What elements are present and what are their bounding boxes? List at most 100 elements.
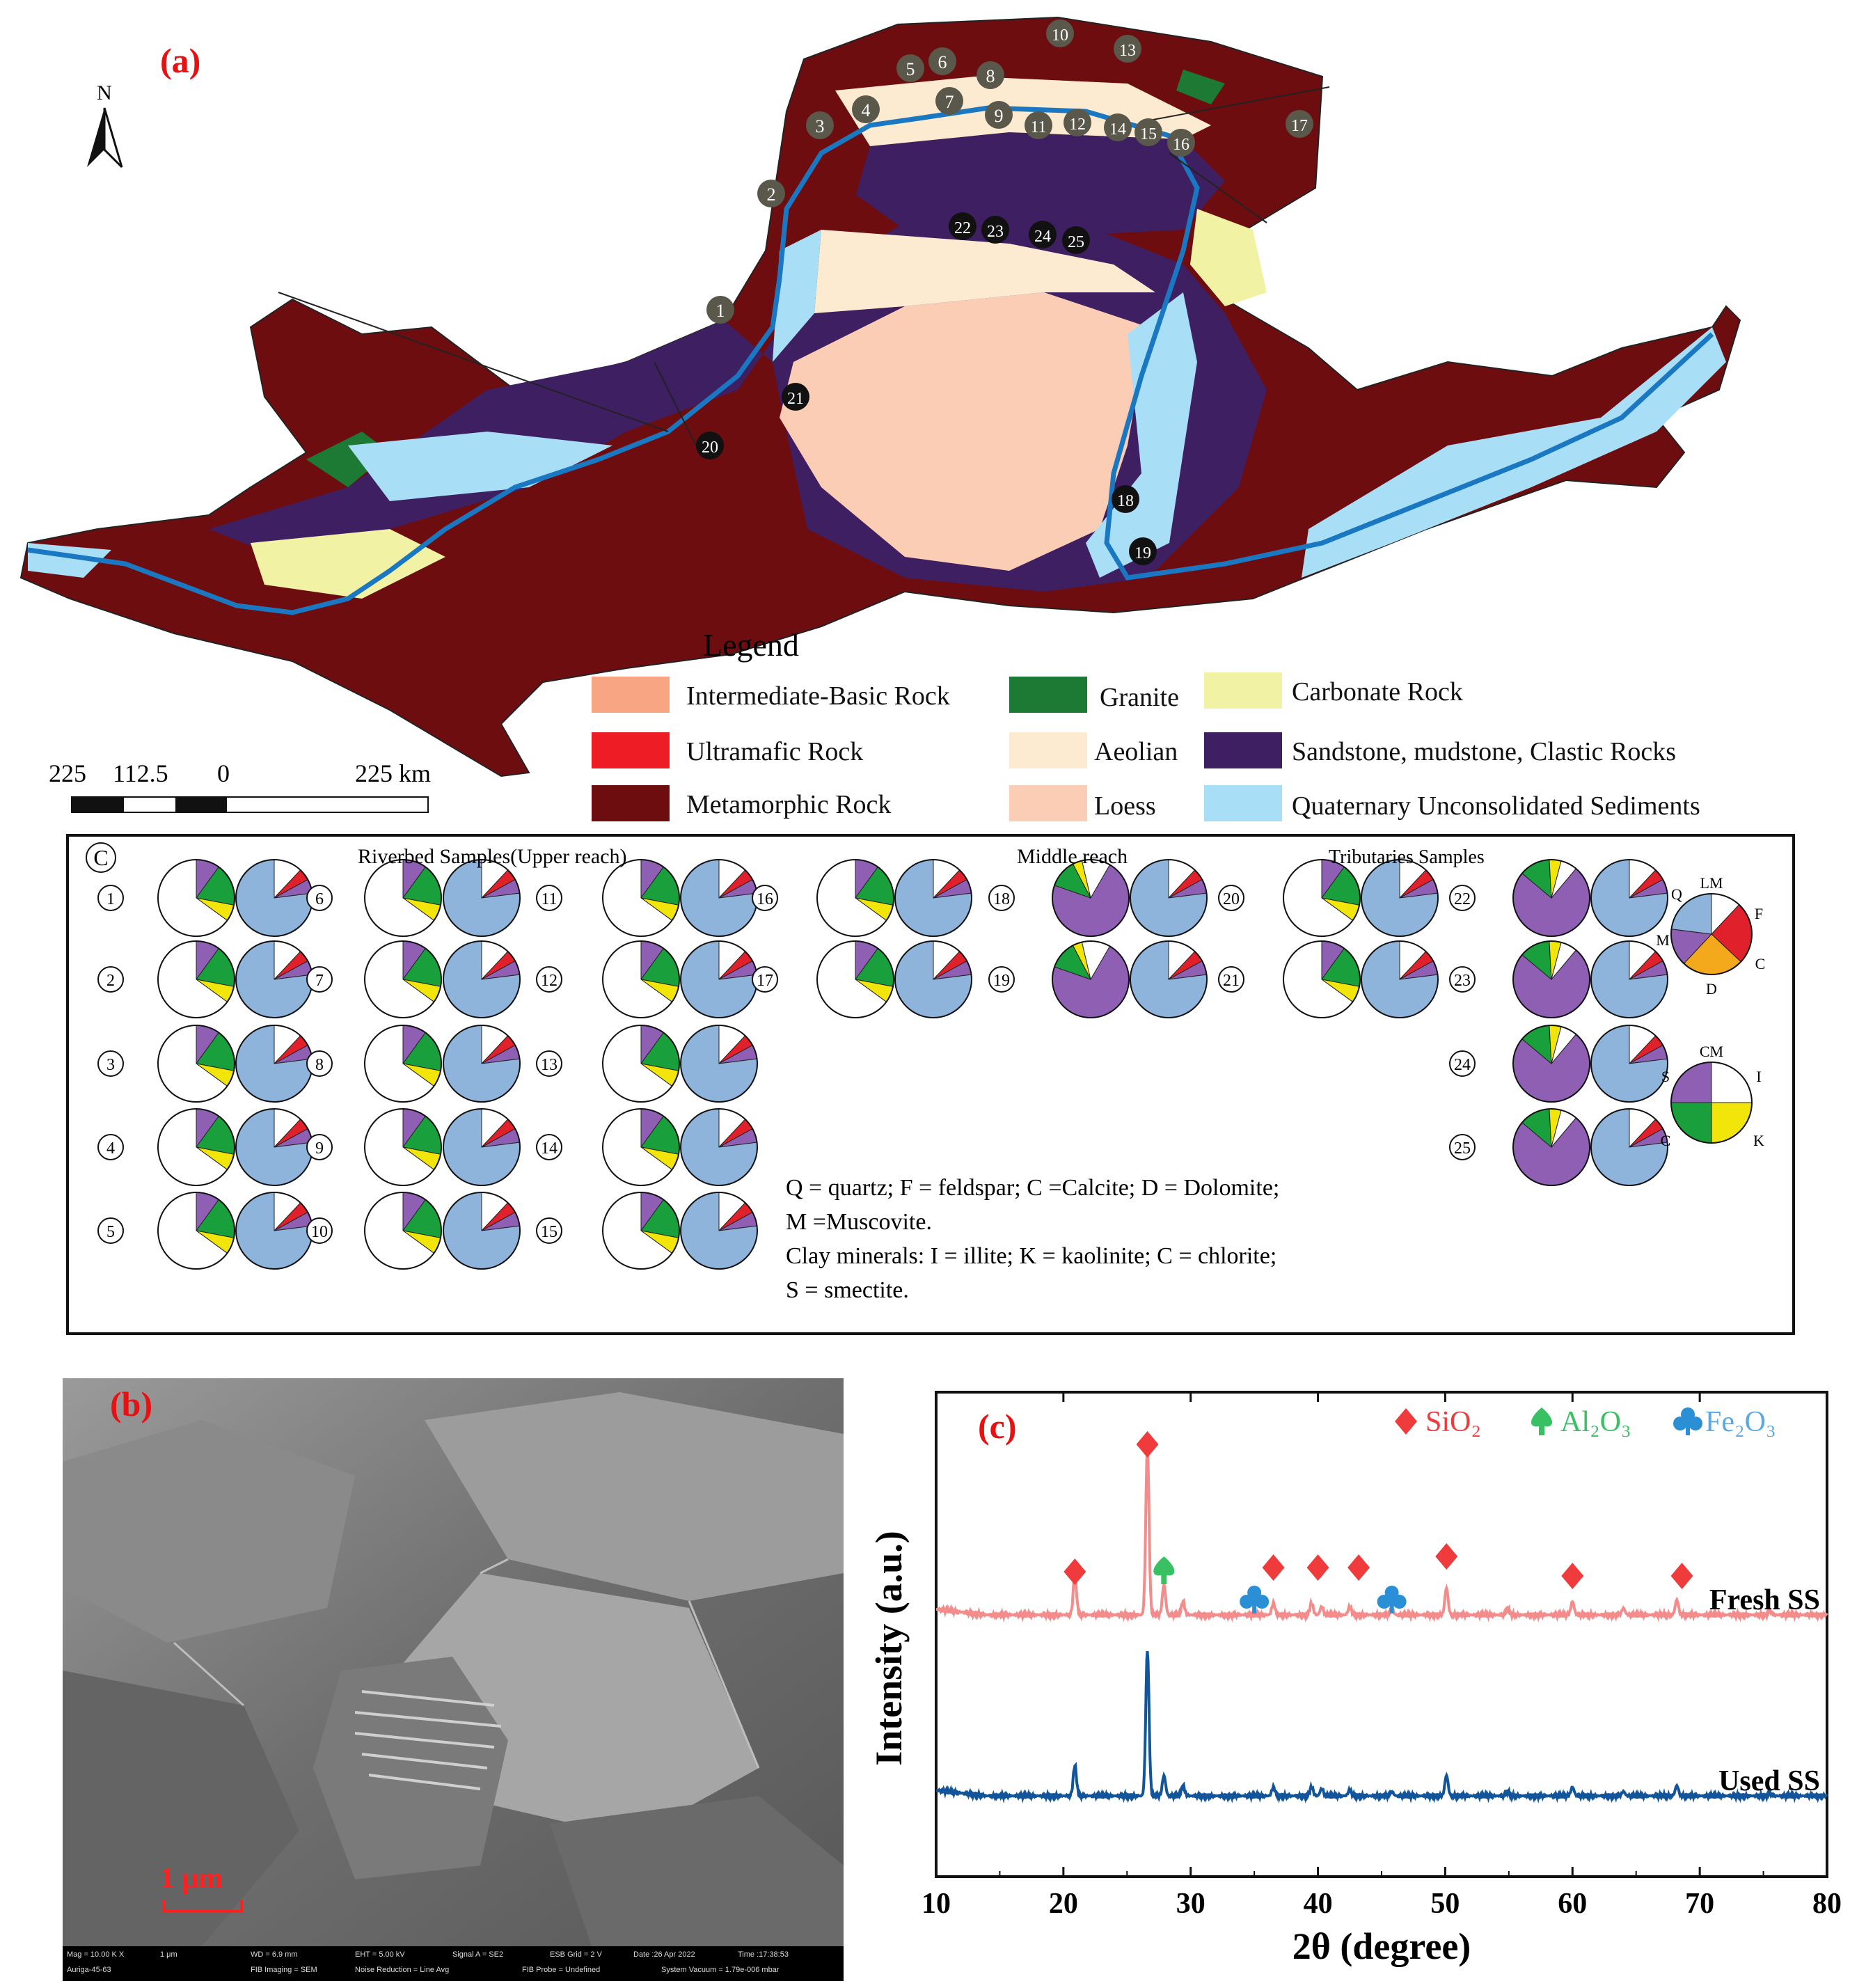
sample-number: 25 bbox=[1449, 1134, 1476, 1160]
site-marker: 24 bbox=[1029, 221, 1057, 248]
svg-text:8: 8 bbox=[986, 66, 995, 86]
pie-chart bbox=[443, 1025, 521, 1103]
site-markers-grey: 1 2 3 4 5 6 7 8 9 10 11 12 13 14 15 16 1… bbox=[696, 19, 1313, 565]
site-marker: 3 bbox=[806, 111, 834, 139]
sample-number: 20 bbox=[1218, 885, 1244, 911]
key-label: F bbox=[1755, 905, 1763, 922]
sio2-marker bbox=[1435, 1543, 1458, 1570]
sample-number: 5 bbox=[97, 1217, 124, 1244]
sio2-marker bbox=[1347, 1554, 1370, 1581]
site-marker: 8 bbox=[977, 61, 1004, 89]
site-marker: 7 bbox=[935, 87, 963, 115]
x-tick-label: 50 bbox=[1430, 1888, 1460, 1920]
site-marker: 14 bbox=[1104, 113, 1132, 141]
svg-text:10: 10 bbox=[311, 1223, 328, 1241]
svg-text:12: 12 bbox=[1069, 116, 1086, 134]
pie-chart bbox=[1670, 893, 1753, 975]
scale-label: 0 bbox=[217, 759, 230, 787]
series-line bbox=[935, 1449, 1828, 1623]
pie-chart bbox=[364, 1025, 442, 1103]
pie-chart bbox=[235, 1192, 313, 1270]
key-label: C bbox=[1661, 1132, 1671, 1149]
svg-text:15: 15 bbox=[541, 1223, 558, 1241]
north-label: N bbox=[97, 81, 112, 104]
pie-chart bbox=[602, 940, 680, 1018]
pie-chart bbox=[1512, 1108, 1590, 1186]
x-tick-label: 10 bbox=[922, 1888, 951, 1920]
pie-chart bbox=[364, 859, 442, 937]
site-marker: 2 bbox=[757, 180, 785, 207]
site-marker: 16 bbox=[1167, 129, 1195, 157]
svg-text:20: 20 bbox=[702, 439, 718, 457]
plot-frame bbox=[935, 1391, 1828, 1878]
svg-text:14: 14 bbox=[541, 1139, 558, 1158]
x-tick-label: 40 bbox=[1304, 1888, 1333, 1920]
pie-chart bbox=[1512, 940, 1590, 1018]
svg-text:9: 9 bbox=[995, 106, 1004, 126]
sample-number: 1 bbox=[97, 885, 124, 911]
scale-label: 225 bbox=[49, 759, 86, 787]
sample-number: 9 bbox=[306, 1134, 333, 1160]
pie-chart bbox=[157, 1025, 235, 1103]
svg-text:4: 4 bbox=[106, 1139, 115, 1158]
svg-text:15: 15 bbox=[1140, 125, 1157, 143]
site-marker: 1 bbox=[706, 296, 734, 324]
sample-number: 6 bbox=[306, 885, 333, 911]
pie-chart bbox=[680, 1108, 758, 1186]
svg-text:13: 13 bbox=[1119, 42, 1136, 60]
sample-number: 22 bbox=[1449, 885, 1476, 911]
pie-chart bbox=[894, 940, 972, 1018]
svg-text:3: 3 bbox=[816, 116, 825, 136]
pie-chart bbox=[1590, 1025, 1668, 1103]
pie-chart bbox=[680, 1192, 758, 1270]
sio2-marker bbox=[1561, 1563, 1584, 1589]
svg-text:10: 10 bbox=[1052, 26, 1068, 45]
key-label: S bbox=[1661, 1068, 1670, 1085]
pie-chart bbox=[1361, 940, 1439, 1018]
site-marker: 18 bbox=[1112, 485, 1139, 513]
pie-chart bbox=[1590, 1108, 1668, 1186]
scale-label: 112.5 bbox=[113, 759, 168, 787]
site-marker: 15 bbox=[1134, 118, 1162, 146]
key-label: K bbox=[1753, 1132, 1764, 1149]
pie-chart bbox=[157, 1108, 235, 1186]
key-label: C bbox=[1755, 955, 1766, 972]
site-marker: 13 bbox=[1114, 35, 1141, 63]
series-label: Used SS bbox=[1718, 1765, 1820, 1797]
sem-scale-bar bbox=[162, 1900, 243, 1913]
svg-text:16: 16 bbox=[757, 890, 773, 908]
xrd-chart: 10 20 30 40 50 60 70 80 2θ (degree) Intensity (a.… bbox=[868, 1391, 1842, 1967]
site-marker: 9 bbox=[985, 101, 1013, 129]
svg-text:11: 11 bbox=[1030, 118, 1046, 136]
panel-a-label: (a) bbox=[160, 41, 201, 80]
svg-text:21: 21 bbox=[1223, 972, 1240, 990]
legend-fe2o3-icon bbox=[1673, 1407, 1702, 1435]
pie-chart bbox=[1670, 1062, 1753, 1144]
pie-chart bbox=[235, 940, 313, 1018]
pie-chart bbox=[157, 859, 235, 937]
site-marker: 17 bbox=[1286, 110, 1313, 138]
map-legend: Legend Intermediate-Basic Rock Ultramafi… bbox=[592, 626, 1844, 835]
sample-number: 24 bbox=[1449, 1050, 1476, 1077]
svg-text:18: 18 bbox=[1117, 492, 1134, 510]
pie-chart bbox=[1512, 1025, 1590, 1103]
al2o3-marker bbox=[1153, 1556, 1175, 1584]
svg-text:6: 6 bbox=[938, 52, 947, 72]
pie-chart bbox=[1361, 859, 1439, 937]
legend-label: Intermediate-Basic Rock bbox=[686, 681, 950, 711]
pie-chart bbox=[816, 940, 894, 1018]
svg-text:24: 24 bbox=[1454, 1056, 1471, 1074]
svg-text:7: 7 bbox=[315, 972, 324, 990]
header-middle-reach: Middle reach bbox=[1017, 845, 1128, 868]
key-label: Q bbox=[1671, 885, 1682, 903]
pie-chart bbox=[1130, 859, 1208, 937]
legend-label: Ultramafic Rock bbox=[686, 737, 864, 766]
legend-label: Sandstone, mudstone, Clastic Rocks bbox=[1292, 737, 1677, 766]
header-upper-reach: Riverbed Samples(Upper reach) bbox=[358, 845, 627, 868]
x-tick-label: 20 bbox=[1049, 1888, 1078, 1920]
pie-chart bbox=[443, 1108, 521, 1186]
site-marker: 22 bbox=[949, 212, 977, 240]
pie-chart bbox=[1130, 940, 1208, 1018]
svg-text:1: 1 bbox=[716, 301, 725, 321]
legend-label: Loess bbox=[1094, 791, 1156, 821]
